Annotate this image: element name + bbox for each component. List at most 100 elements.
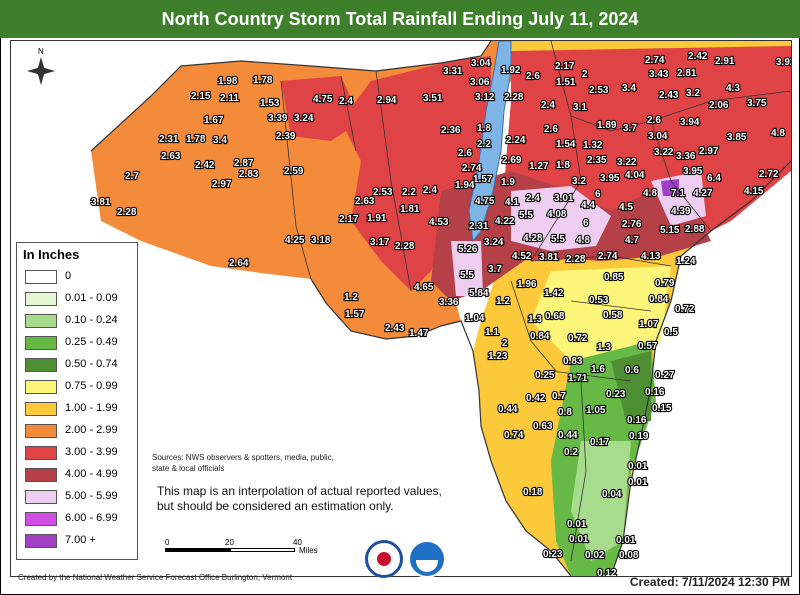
rainfall-value: 2.7 <box>125 171 139 182</box>
rainfall-value: 1.47 <box>409 328 429 339</box>
legend-swatch <box>25 292 57 306</box>
map-area: 1.98 1.78 2.15 2.11 1.53 4.75 2.4 2.94 3.51 3.31 3… <box>10 40 792 577</box>
rainfall-value: 4.52 <box>512 251 532 262</box>
rainfall-value: 2.6 <box>458 148 472 159</box>
rainfall-value: 1.27 <box>529 161 549 172</box>
legend-item: 6.00 - 6.99 <box>25 512 135 526</box>
rainfall-map: 1.98 1.78 2.15 2.11 1.53 4.75 2.4 2.94 3.51 3.31 3… <box>27 41 791 576</box>
legend-label: 0.25 - 0.49 <box>65 336 118 348</box>
rainfall-value: 3.04 <box>648 131 668 142</box>
scale-unit: Miles <box>299 546 318 555</box>
rainfall-value: 6.4 <box>707 173 721 184</box>
legend-swatch <box>25 314 57 328</box>
rainfall-value: 3.24 <box>484 237 504 248</box>
rainfall-value: 3.22 <box>617 157 637 168</box>
rainfall-value: 2.24 <box>506 135 526 146</box>
legend-item: 7.00 + <box>25 534 135 548</box>
rainfall-value: 4.4 <box>581 200 595 211</box>
rainfall-value: 3.36 <box>439 297 459 308</box>
rainfall-value: 4.8 <box>643 188 657 199</box>
rainfall-value: 1.3 <box>597 342 611 353</box>
rainfall-value: 2.35 <box>587 155 607 166</box>
rainfall-value: 1.71 <box>568 373 588 384</box>
rainfall-value: 5.5 <box>551 234 565 245</box>
legend-item: 0.25 - 0.49 <box>25 336 135 350</box>
rainfall-value: 2.4 <box>541 100 555 111</box>
rainfall-value: 3.24 <box>294 113 314 124</box>
legend-label: 0.10 - 0.24 <box>65 314 118 326</box>
rainfall-value: 1.6 <box>591 364 605 375</box>
rainfall-value: 4.39 <box>671 206 691 217</box>
rainfall-value: 2.74 <box>645 55 665 66</box>
pink-patch-3 <box>451 241 483 296</box>
rainfall-value: 5.5 <box>460 270 474 281</box>
rainfall-value: 5.26 <box>458 244 478 255</box>
rainfall-value: 3.4 <box>622 83 636 94</box>
rainfall-value: 3.95 <box>600 173 620 184</box>
rainfall-value: 0.15 <box>652 403 672 414</box>
rainfall-value: 2.97 <box>699 146 719 157</box>
rainfall-value: 3.39 <box>268 113 288 124</box>
scale-tick-20: 20 <box>225 538 234 547</box>
rainfall-value: 4.7 <box>625 235 639 246</box>
rainfall-value: 0.2 <box>564 447 578 458</box>
legend-item: 1.00 - 1.99 <box>25 402 135 416</box>
rainfall-value: 1.78 <box>186 134 206 145</box>
rainfall-value: 3.22 <box>654 147 674 158</box>
rainfall-value: 3.2 <box>572 176 586 187</box>
rainfall-value: 3.18 <box>311 235 331 246</box>
legend-item: 0.01 - 0.09 <box>25 292 135 306</box>
rainfall-value: 3.17 <box>370 237 390 248</box>
rainfall-value: 4.8 <box>576 235 590 246</box>
rainfall-value: 3.2 <box>686 88 700 99</box>
rainfall-value: 0.08 <box>619 550 639 561</box>
nws-logo <box>365 540 403 578</box>
rainfall-value: 2.28 <box>566 254 586 265</box>
legend-swatch <box>25 270 57 284</box>
rainfall-value: 4.3 <box>726 83 740 94</box>
legend-swatch <box>25 380 57 394</box>
rainfall-value: 0.6 <box>625 365 639 376</box>
legend-swatch <box>25 534 57 548</box>
rainfall-value: 0.04 <box>602 489 622 500</box>
rainfall-value: 2.15 <box>191 91 211 102</box>
rainfall-value: 4.04 <box>625 170 645 181</box>
rainfall-value: 1.1 <box>485 327 499 338</box>
rainfall-value: 4.8 <box>771 128 785 139</box>
rainfall-value: 2.28 <box>395 241 415 252</box>
rainfall-value: 1.57 <box>345 309 365 320</box>
rainfall-value: 4.08 <box>547 209 567 220</box>
purple-patch <box>661 179 679 196</box>
rain-labels: 1.98 1.78 2.15 2.11 1.53 4.75 2.4 2.94 3.51 3.31 3… <box>90 50 791 576</box>
rainfall-value: 0.23 <box>606 389 626 400</box>
legend-label: 3.00 - 3.99 <box>65 446 118 458</box>
rainfall-value: 1.8 <box>556 160 570 171</box>
rainfall-value: 0.8 <box>558 407 572 418</box>
rainfall-value: 0.44 <box>498 404 518 415</box>
rainfall-value: 4.5 <box>619 202 633 213</box>
rainfall-value: 4.13 <box>641 251 661 262</box>
rainfall-value: 0.58 <box>603 310 623 321</box>
rainfall-value: 0.01 <box>628 477 648 488</box>
legend-label: 4.00 - 4.99 <box>65 468 118 480</box>
rainfall-value: 2.17 <box>339 214 359 225</box>
rainfall-value: 0.53 <box>589 295 609 306</box>
rainfall-value: 3.01 <box>554 193 574 204</box>
rainfall-value: 0.25 <box>535 370 555 381</box>
rainfall-value: 0.44 <box>558 430 578 441</box>
rainfall-value: 2.53 <box>589 85 609 96</box>
rainfall-value: 5.5 <box>519 210 533 221</box>
rainfall-value: 3.94 <box>680 117 700 128</box>
rainfall-value: 3.4 <box>213 135 227 146</box>
legend-label: 2.00 - 2.99 <box>65 424 118 436</box>
rainfall-value: 6 <box>583 218 589 229</box>
rainfall-value: 2.43 <box>385 323 405 334</box>
rainfall-value: 3.85 <box>727 132 747 143</box>
sources-text: Sources: NWS observers & spotters, media… <box>152 453 334 473</box>
rainfall-value: 1.23 <box>488 351 508 362</box>
rainfall-value: 2.83 <box>239 169 259 180</box>
rainfall-value: 0.02 <box>585 550 605 561</box>
legend-swatch <box>25 446 57 460</box>
rainfall-value: 2 <box>502 338 508 349</box>
rainfall-value: 0.16 <box>645 387 665 398</box>
